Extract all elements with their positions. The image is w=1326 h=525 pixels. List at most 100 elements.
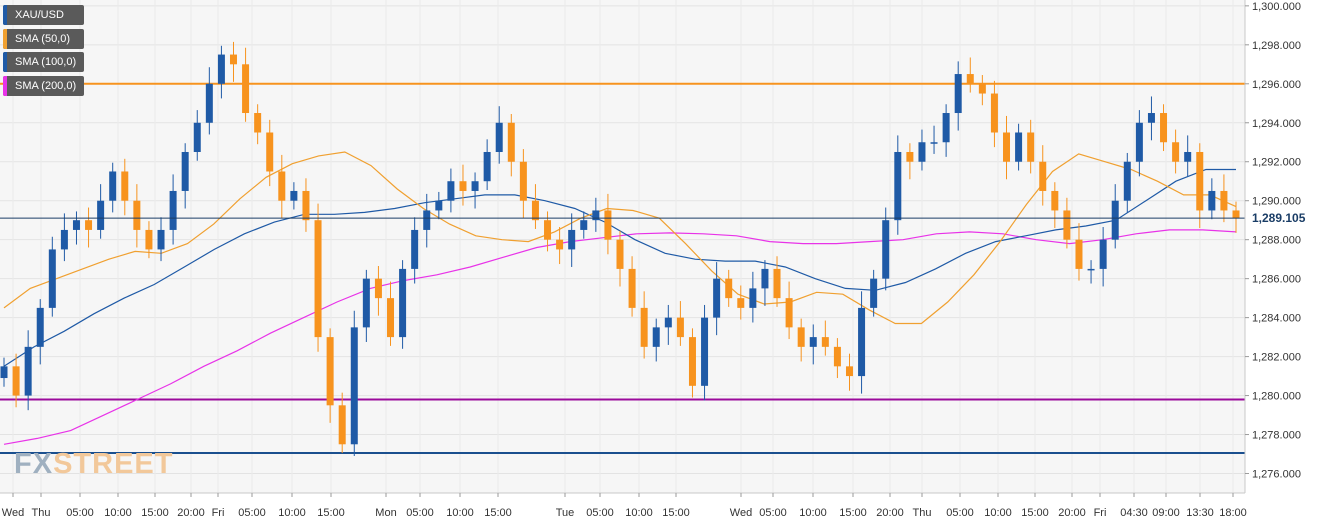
candle-body: [278, 171, 286, 201]
candle-body: [1063, 210, 1071, 240]
candle-body: [459, 181, 467, 191]
candle-body: [133, 200, 141, 230]
candle-body: [616, 239, 624, 269]
legend-item-sma50[interactable]: SMA (50,0): [3, 28, 85, 49]
candle-body: [858, 307, 866, 377]
legend-swatch-price: [3, 5, 7, 25]
candle-body: [966, 74, 974, 84]
y-tick-label: 1,292.000: [1252, 157, 1301, 169]
y-tick-label: 1,294.000: [1252, 118, 1301, 130]
x-tick-label: 15:00: [1021, 507, 1049, 519]
y-tick-label: 1,278.000: [1252, 430, 1301, 442]
candle-body: [688, 337, 696, 386]
candle-body: [580, 220, 588, 230]
x-tick-label: Wed: [2, 507, 24, 519]
x-tick-label: Thu: [32, 507, 51, 519]
candle-body: [242, 64, 250, 114]
candle-body: [1220, 190, 1228, 211]
candle-body: [1232, 210, 1240, 219]
candle-body: [894, 151, 902, 221]
legend-label-sma50: SMA (50,0): [15, 32, 71, 45]
candle-body: [435, 200, 443, 211]
x-tick-label: 15:00: [141, 507, 169, 519]
candle-body: [531, 200, 539, 221]
x-tick-label: 05:00: [238, 507, 266, 519]
candle-body: [652, 327, 660, 347]
candle-body: [181, 151, 189, 191]
candle-body: [1075, 239, 1083, 269]
candle-body: [423, 210, 431, 230]
last-price-box: [1246, 210, 1322, 227]
x-tick-label: 05:00: [946, 507, 974, 519]
candle-body: [713, 278, 721, 318]
candle-body: [640, 307, 648, 347]
x-tick-label: 05:00: [759, 507, 787, 519]
y-tick-label: 1,300.000: [1252, 1, 1301, 13]
legend-swatch-sma100: [3, 52, 7, 72]
x-tick-label: 13:30: [1186, 507, 1214, 519]
legend-item-price[interactable]: XAU/USD: [3, 5, 85, 25]
x-tick-label: Thu: [913, 507, 932, 519]
candle-body: [1123, 161, 1131, 201]
legend-item-sma100[interactable]: SMA (100,0): [3, 52, 85, 72]
x-tick-label: 05:00: [66, 507, 94, 519]
candle-body: [1208, 190, 1216, 211]
candle-body: [1087, 268, 1095, 271]
candle-body: [85, 220, 93, 230]
candle-body: [568, 229, 576, 250]
candle-body: [411, 229, 419, 269]
candle-body: [205, 83, 213, 123]
candle-body: [918, 142, 926, 162]
candle-body: [374, 278, 382, 299]
y-tick-label: 1,298.000: [1252, 40, 1301, 52]
candle-body: [447, 181, 455, 201]
x-tick-label: Tue: [556, 507, 575, 519]
y-axis: 1,276.000 1,278.000 1,280.000 1,282.000 1,28…: [1244, 0, 1301, 493]
candle-body: [193, 122, 201, 152]
legend-label-price: XAU/USD: [15, 9, 64, 21]
candle-body: [604, 210, 612, 240]
y-tick-label: 1,286.000: [1252, 274, 1301, 286]
legend: XAU/USD SMA (50,0) SMA (100,0) SMA (200,…: [3, 5, 85, 99]
candle-body: [314, 220, 322, 338]
x-tick-label: 10:00: [278, 507, 306, 519]
candle-body: [1135, 122, 1143, 162]
x-tick-label: Mon: [375, 507, 396, 519]
candle-body: [870, 278, 878, 308]
candle-body: [954, 74, 962, 114]
candle-body: [882, 220, 890, 279]
candle-body: [157, 229, 165, 250]
candle-body: [676, 317, 684, 338]
candle-body: [761, 268, 769, 289]
candle-body: [942, 113, 950, 143]
x-tick-label: 10:00: [984, 507, 1012, 519]
candle-body: [229, 54, 237, 65]
candle-body: [1196, 151, 1204, 211]
candle-body: [24, 346, 32, 396]
fxstreet-logo: FXSTREET: [14, 448, 174, 480]
x-tick-label: 04:30: [1120, 507, 1148, 519]
candle-body: [809, 337, 817, 347]
candle-body: [821, 337, 829, 347]
legend-swatch-sma200: [3, 75, 7, 96]
y-tick-label: 1,282.000: [1252, 352, 1301, 364]
legend-label-sma100: SMA (100,0): [15, 56, 77, 68]
candle-body: [350, 327, 358, 445]
candle-body: [930, 142, 938, 144]
sma100-line: [3, 168, 1236, 367]
last-price-label: 1,289.105: [1252, 211, 1306, 225]
legend-item-sma200[interactable]: SMA (200,0): [3, 75, 85, 96]
candle-body: [36, 307, 44, 347]
candle-body: [121, 171, 129, 201]
candle-body: [592, 210, 600, 221]
candle-body: [664, 317, 672, 328]
y-tick-label: 1,296.000: [1252, 79, 1301, 91]
candle-body: [749, 288, 757, 308]
candle-body: [1051, 190, 1059, 211]
candle-body: [1099, 239, 1107, 269]
candle-body: [387, 298, 395, 338]
candle-body: [217, 54, 225, 84]
x-tick-label: 10:00: [799, 507, 827, 519]
candles: [0, 41, 1240, 456]
